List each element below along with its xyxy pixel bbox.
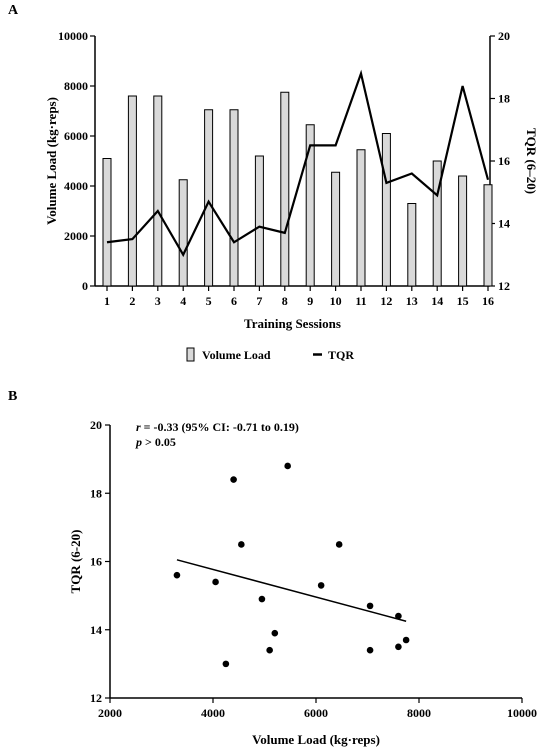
scatter-point	[402, 636, 410, 644]
x-tick-label: 1	[104, 294, 110, 308]
left-y-axis-title: Volume Load (kg·reps)	[44, 97, 59, 225]
legend-volume-swatch	[186, 347, 195, 362]
x-tick-label: 16	[482, 294, 494, 308]
tqr-line	[106, 69, 490, 258]
chart-a-legend: Volume Load TQR	[186, 347, 354, 362]
volume-load-bar	[254, 155, 264, 287]
right-y-tick-label: 12	[498, 279, 510, 293]
x-tick-label: 11	[355, 294, 366, 308]
left-y-tick-label: 10000	[58, 29, 88, 43]
scatter-point	[366, 602, 374, 610]
y-tick-label: 20	[90, 418, 102, 432]
right-y-tick-label: 16	[498, 154, 510, 168]
left-y-tick-label: 8000	[64, 79, 88, 93]
legend-tqr-label: TQR	[328, 348, 354, 362]
left-y-tick-label: 4000	[64, 179, 88, 193]
y-axis-title: TQR (6-20)	[68, 530, 83, 594]
left-y-tick-label: 2000	[64, 229, 88, 243]
regression-line	[176, 559, 407, 622]
volume-load-bar	[153, 95, 163, 287]
scatter-point	[230, 476, 237, 483]
panel-a-label: A	[8, 3, 19, 18]
volume-load-bar	[178, 179, 188, 287]
x-tick-label: 13	[406, 294, 418, 308]
x-tick-label: 6	[231, 294, 237, 308]
volume-load-bar	[407, 203, 417, 287]
x-tick-label: 8000	[407, 706, 431, 720]
x-tick-label: 6000	[304, 706, 328, 720]
y-tick-label: 16	[90, 555, 102, 569]
x-axis-title: Volume Load (kg·reps)	[252, 732, 380, 747]
legend-volume-label: Volume Load	[202, 348, 271, 362]
volume-load-bar	[305, 124, 315, 287]
y-tick-label: 14	[90, 623, 102, 637]
x-tick-label: 3	[155, 294, 161, 308]
left-y-tick-label: 0	[82, 279, 88, 293]
p-symbol: p	[135, 435, 142, 449]
scatter-point	[317, 582, 325, 589]
scatter-point	[258, 595, 266, 603]
x-axis-title: Training Sessions	[244, 316, 341, 331]
x-tick-label: 4	[180, 294, 186, 308]
volume-load-bar	[102, 158, 112, 287]
x-tick-label: 8	[282, 294, 288, 308]
volume-load-bar	[381, 133, 391, 287]
p-value-annotation: p > 0.05	[135, 435, 176, 449]
volume-tqr-scatter-chart: 12 14 16 18 20 2000 4000 6000 8000 10000 Volume Lo…	[68, 418, 537, 747]
x-tick-label: 9	[307, 294, 313, 308]
volume-load-bar	[432, 160, 442, 287]
x-tick-label: 14	[431, 294, 443, 308]
scatter-point	[284, 462, 291, 470]
p-value-text: > 0.05	[142, 435, 176, 449]
volume-load-bar	[356, 149, 366, 287]
x-tick-label: 5	[206, 294, 212, 308]
scatter-point	[335, 541, 343, 548]
right-y-tick-label: 20	[498, 29, 510, 43]
panel-b-label: B	[8, 389, 17, 404]
volume-load-bar	[229, 109, 239, 287]
right-y-axis-title: TQR (6–20)	[524, 128, 539, 194]
y-tick-label: 12	[90, 691, 102, 705]
volume-load-bar	[127, 95, 137, 287]
volume-load-bar	[204, 109, 214, 287]
volume-load-bar	[331, 171, 341, 287]
r-symbol: r	[136, 420, 141, 434]
r-value-text: = -0.33 (95% CI: -0.71 to 0.19)	[141, 420, 299, 434]
volume-load-bar	[458, 175, 468, 287]
y-tick-label: 18	[90, 486, 102, 500]
scatter-point	[395, 643, 402, 651]
scatter-point	[271, 629, 279, 637]
scatter-point	[212, 578, 219, 586]
volume-load-bar	[483, 184, 493, 287]
scatter-point	[366, 646, 374, 654]
scatter-point	[173, 571, 181, 579]
right-y-tick-label: 14	[498, 217, 510, 231]
right-y-tick-label: 18	[498, 92, 510, 106]
volume-load-bar	[280, 91, 290, 287]
x-tick-label: 2000	[98, 706, 122, 720]
x-tick-label: 2	[129, 294, 135, 308]
scatter-point	[238, 541, 245, 548]
scatter-point	[395, 612, 402, 620]
x-tick-label: 4000	[201, 706, 225, 720]
x-tick-label: 10000	[507, 706, 537, 720]
x-tick-label: 7	[256, 294, 262, 308]
scatter-point	[222, 660, 230, 668]
correlation-annotation: r = -0.33 (95% CI: -0.71 to 0.19)	[136, 420, 299, 434]
x-tick-label: 15	[457, 294, 469, 308]
scatter-point	[266, 646, 273, 654]
left-y-tick-label: 6000	[64, 129, 88, 143]
x-tick-label: 10	[330, 294, 342, 308]
x-tick-label: 12	[380, 294, 392, 308]
